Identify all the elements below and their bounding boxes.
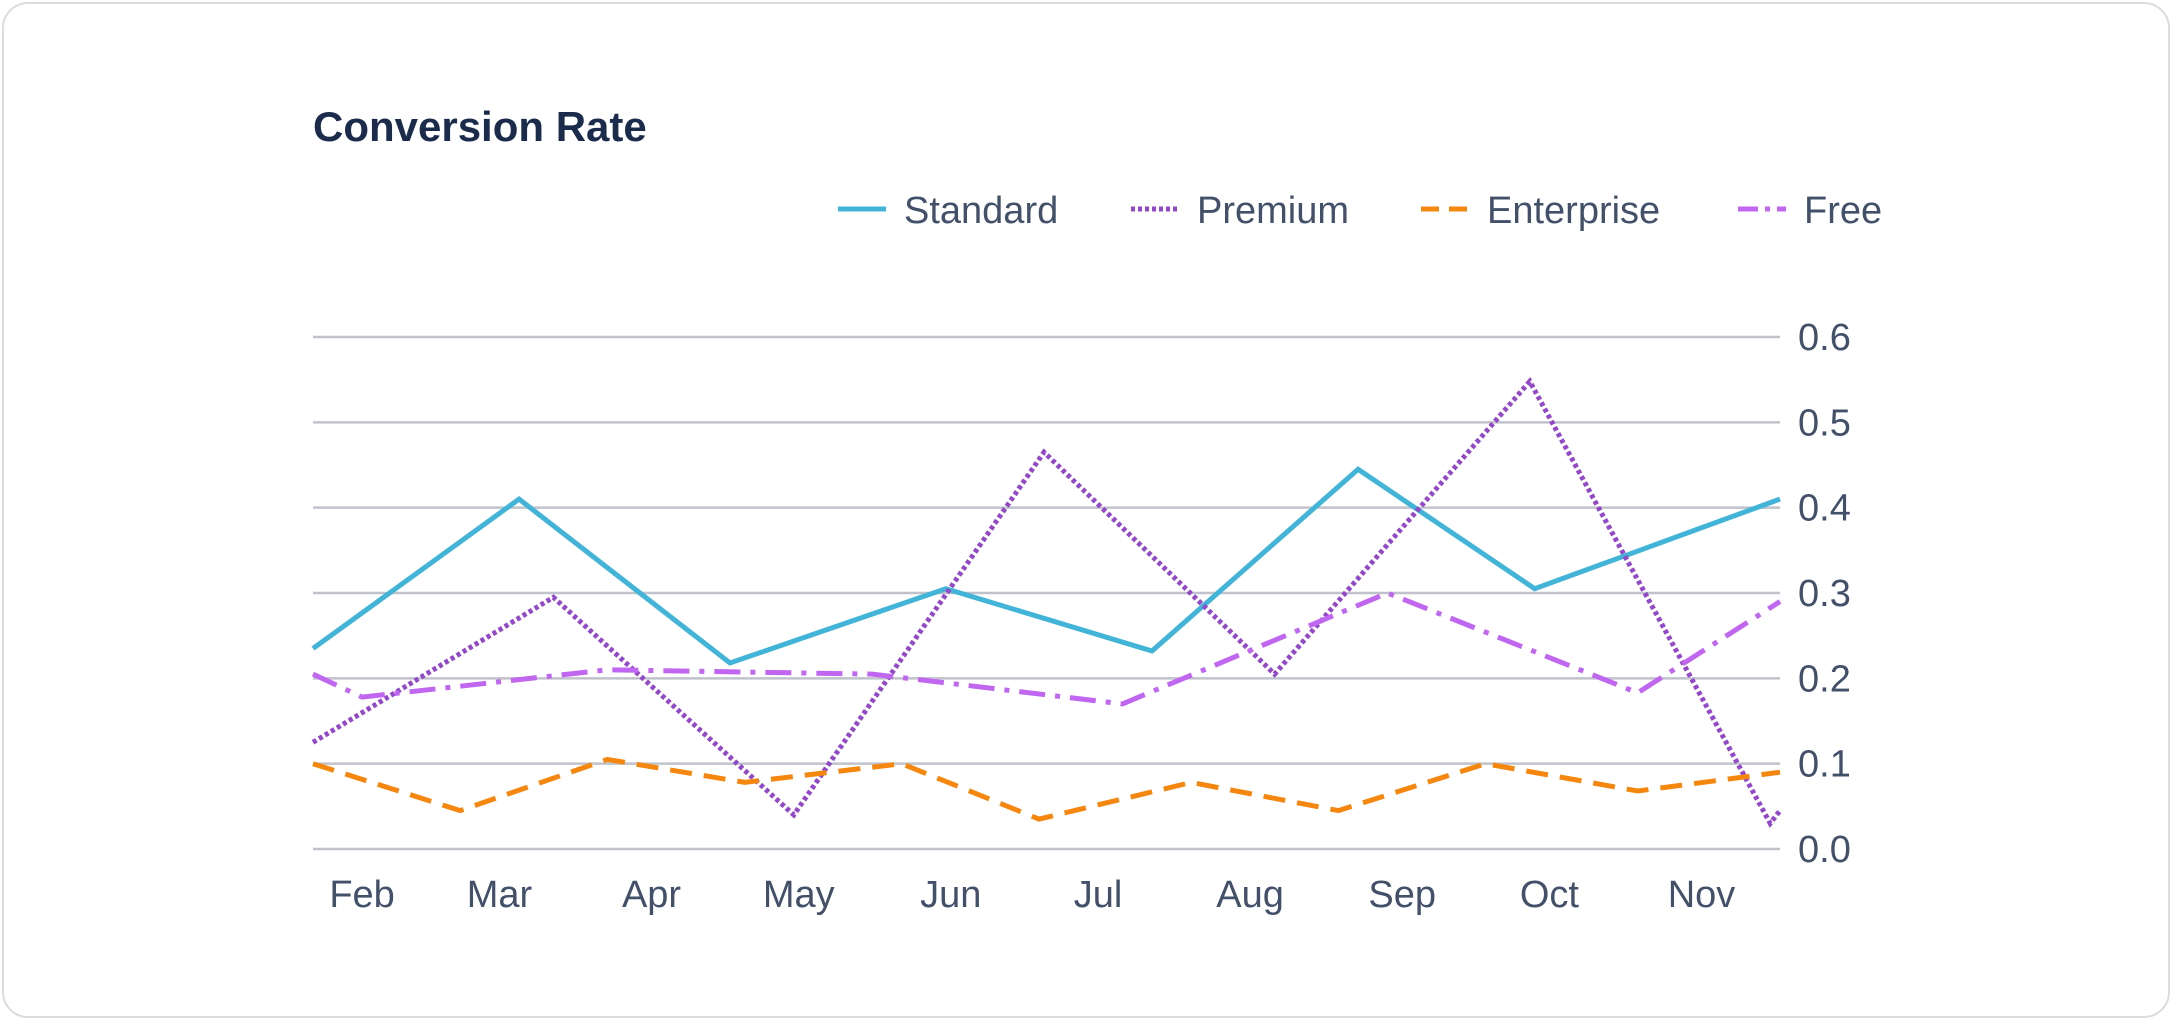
x-tick-label: Feb [329, 874, 394, 916]
grid [313, 335, 1780, 851]
y-tick-label: 0.3 [1798, 573, 1851, 615]
series-lines [311, 377, 1782, 828]
x-tick-label: May [763, 874, 835, 916]
x-tick-label: Oct [1520, 874, 1580, 916]
series-line-free [311, 590, 1782, 707]
legend[interactable]: Standard Premium Enterprise Free [838, 190, 1882, 232]
series-line-enterprise [312, 756, 1781, 822]
x-tick-label: Aug [1216, 874, 1284, 916]
axes: 0.0 0.1 0.2 0.3 0.4 0.5 0.6 Feb Mar Apr May Jun Jul A… [329, 317, 1851, 916]
x-tick-label: Jul [1074, 874, 1123, 916]
y-tick-label: 0.5 [1798, 402, 1851, 444]
legend-label: Enterprise [1487, 190, 1660, 232]
series-line-premium [311, 377, 1782, 828]
y-tick-label: 0.4 [1798, 488, 1851, 530]
series-line-standard [311, 466, 1781, 666]
legend-label: Premium [1197, 190, 1349, 232]
chart-title: Conversion Rate [313, 103, 647, 150]
x-tick-label: Nov [1668, 874, 1736, 916]
x-tick-label: Mar [467, 874, 533, 916]
legend-item-free[interactable]: Free [1738, 190, 1882, 232]
legend-label: Free [1804, 190, 1882, 232]
legend-label: Standard [904, 190, 1058, 232]
legend-item-enterprise[interactable]: Enterprise [1421, 190, 1660, 232]
y-tick-label: 0.6 [1798, 317, 1851, 359]
y-tick-label: 0.1 [1798, 744, 1851, 786]
x-tick-label: Apr [622, 874, 681, 916]
legend-item-premium[interactable]: Premium [1131, 190, 1349, 232]
y-tick-label: 0.2 [1798, 658, 1851, 700]
x-tick-label: Jun [920, 874, 981, 916]
y-tick-label: 0.0 [1798, 829, 1851, 871]
legend-item-standard[interactable]: Standard [838, 190, 1058, 232]
x-tick-label: Sep [1368, 874, 1436, 916]
